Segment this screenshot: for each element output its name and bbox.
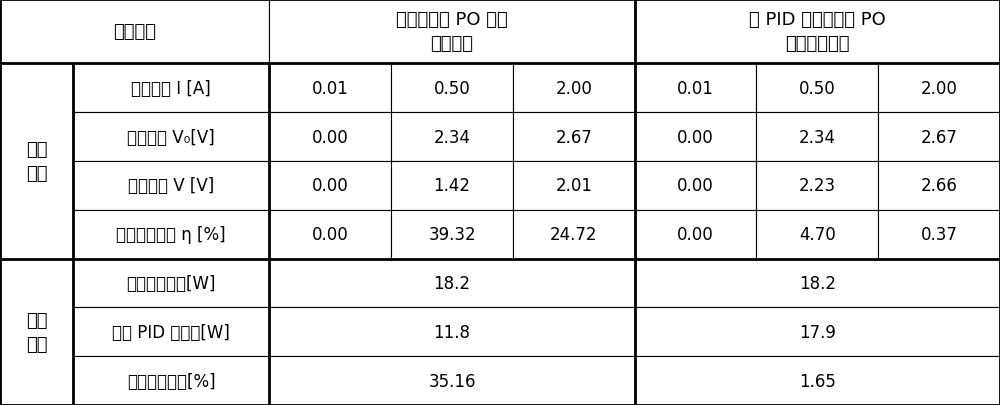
- Text: 0.00: 0.00: [312, 226, 349, 243]
- Polygon shape: [635, 356, 1000, 405]
- Polygon shape: [756, 113, 878, 162]
- Polygon shape: [73, 64, 269, 113]
- Polygon shape: [73, 113, 269, 162]
- Text: 初始电压 V₀[V]: 初始电压 V₀[V]: [127, 128, 215, 146]
- Text: 0.50: 0.50: [799, 79, 836, 98]
- Polygon shape: [513, 113, 635, 162]
- Text: 组件初始功率[W]: 组件初始功率[W]: [126, 274, 216, 292]
- Text: 常规交联型 PO 胶膜
封装组件: 常规交联型 PO 胶膜 封装组件: [396, 11, 508, 53]
- Text: 功率下降比例[%]: 功率下降比例[%]: [127, 372, 215, 390]
- Polygon shape: [635, 162, 756, 210]
- Text: 17.9: 17.9: [799, 323, 836, 341]
- Text: 18.2: 18.2: [799, 274, 836, 292]
- Polygon shape: [269, 0, 635, 64]
- Polygon shape: [635, 64, 756, 113]
- Polygon shape: [635, 0, 1000, 64]
- Text: 2.34: 2.34: [799, 128, 836, 146]
- Polygon shape: [269, 64, 391, 113]
- Polygon shape: [513, 210, 635, 259]
- Text: 24.72: 24.72: [550, 226, 598, 243]
- Polygon shape: [73, 259, 269, 308]
- Polygon shape: [513, 64, 635, 113]
- Polygon shape: [73, 162, 269, 210]
- Text: 0.01: 0.01: [312, 79, 349, 98]
- Text: 0.01: 0.01: [677, 79, 714, 98]
- Polygon shape: [269, 308, 635, 356]
- Text: 0.50: 0.50: [434, 79, 470, 98]
- Polygon shape: [0, 0, 269, 64]
- Polygon shape: [878, 162, 1000, 210]
- Text: 0.00: 0.00: [677, 226, 714, 243]
- Polygon shape: [756, 210, 878, 259]
- Polygon shape: [269, 356, 635, 405]
- Polygon shape: [0, 259, 73, 405]
- Polygon shape: [635, 113, 756, 162]
- Text: 2.67: 2.67: [555, 128, 592, 146]
- Text: 抗 PID 增强交联型 PO
胶膜封装组件: 抗 PID 增强交联型 PO 胶膜封装组件: [749, 11, 886, 53]
- Text: 2.34: 2.34: [434, 128, 471, 146]
- Polygon shape: [756, 162, 878, 210]
- Text: 2.00: 2.00: [921, 79, 958, 98]
- Text: 终点电压 V [V]: 终点电压 V [V]: [128, 177, 214, 195]
- Text: 0.00: 0.00: [677, 128, 714, 146]
- Text: 2.67: 2.67: [921, 128, 958, 146]
- Text: 39.32: 39.32: [428, 226, 476, 243]
- Text: 0.00: 0.00: [312, 128, 349, 146]
- Polygon shape: [269, 210, 391, 259]
- Polygon shape: [269, 162, 391, 210]
- Text: 测试
数据: 测试 数据: [26, 141, 47, 182]
- Text: 0.37: 0.37: [921, 226, 958, 243]
- Polygon shape: [391, 162, 513, 210]
- Text: 0.00: 0.00: [312, 177, 349, 195]
- Polygon shape: [73, 356, 269, 405]
- Polygon shape: [391, 210, 513, 259]
- Text: 1.65: 1.65: [799, 372, 836, 390]
- Polygon shape: [756, 64, 878, 113]
- Text: 1.42: 1.42: [434, 177, 471, 195]
- Polygon shape: [391, 64, 513, 113]
- Text: 恒定电流 I [A]: 恒定电流 I [A]: [131, 79, 211, 98]
- Polygon shape: [0, 64, 73, 259]
- Text: 2.01: 2.01: [555, 177, 592, 195]
- Polygon shape: [269, 113, 391, 162]
- Text: 测试项目: 测试项目: [113, 23, 156, 41]
- Polygon shape: [73, 210, 269, 259]
- Polygon shape: [878, 113, 1000, 162]
- Polygon shape: [391, 113, 513, 162]
- Text: 2.23: 2.23: [799, 177, 836, 195]
- Text: 0.00: 0.00: [677, 177, 714, 195]
- Polygon shape: [635, 259, 1000, 308]
- Text: 组件 PID 后功率[W]: 组件 PID 后功率[W]: [112, 323, 230, 341]
- Text: 18.2: 18.2: [434, 274, 471, 292]
- Text: 电压下降比例 η [%]: 电压下降比例 η [%]: [116, 226, 226, 243]
- Text: 2.00: 2.00: [555, 79, 592, 98]
- Polygon shape: [635, 210, 756, 259]
- Text: 11.8: 11.8: [434, 323, 471, 341]
- Text: 4.70: 4.70: [799, 226, 836, 243]
- Polygon shape: [878, 64, 1000, 113]
- Polygon shape: [513, 162, 635, 210]
- Text: 35.16: 35.16: [428, 372, 476, 390]
- Polygon shape: [635, 308, 1000, 356]
- Polygon shape: [73, 308, 269, 356]
- Polygon shape: [878, 210, 1000, 259]
- Polygon shape: [269, 259, 635, 308]
- Text: 对比
数据: 对比 数据: [26, 311, 47, 353]
- Text: 2.66: 2.66: [921, 177, 958, 195]
